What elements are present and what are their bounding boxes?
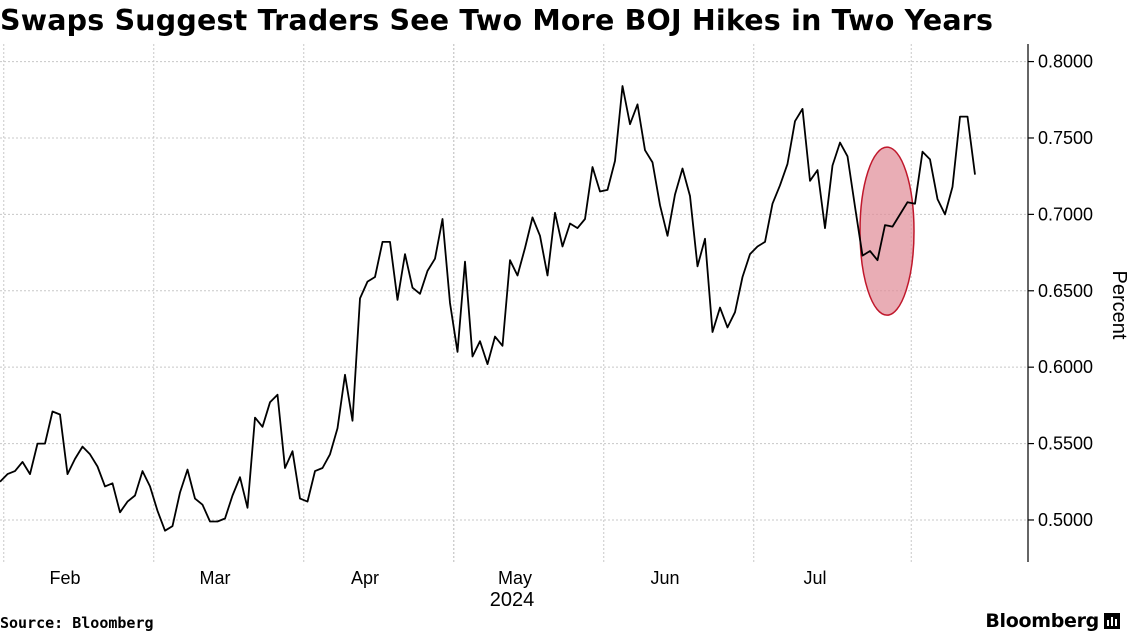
axis-layer — [1027, 44, 1034, 562]
y-tick-label: 0.6500 — [1038, 281, 1093, 301]
chart-title: Swaps Suggest Traders See Two More BOJ H… — [0, 4, 994, 37]
series-line — [0, 85, 976, 532]
source-note: Source: Bloomberg — [0, 614, 154, 632]
y-tick-label: 0.5000 — [1038, 510, 1093, 530]
brand-name: Bloomberg — [985, 610, 1099, 632]
x-tick-label: Jul — [803, 568, 826, 588]
y-axis-title: Percent — [1108, 271, 1130, 340]
line-layer — [0, 85, 976, 532]
x-tick-label: Jun — [650, 568, 679, 588]
y-tick-label: 0.5500 — [1038, 434, 1093, 454]
highlight-layer — [859, 146, 915, 316]
y-tick-label: 0.6000 — [1038, 357, 1093, 377]
bloomberg-terminal-icon — [1104, 613, 1120, 629]
x-tick-label: Apr — [351, 568, 379, 588]
x-tick-label: Mar — [200, 568, 231, 588]
x-tick-label: Feb — [49, 568, 80, 588]
y-tick-label: 0.8000 — [1038, 52, 1093, 72]
brand-logo: Bloomberg — [985, 610, 1120, 632]
x-axis-title: 2024 — [490, 589, 535, 611]
label-layer: 0.5000 0.5500 0.6000 0.6500 0.7000 0.7500 0.80… — [49, 52, 1130, 611]
highlight-ellipse — [859, 146, 915, 316]
y-tick-label: 0.7500 — [1038, 128, 1093, 148]
x-tick-label: May — [498, 568, 532, 588]
y-tick-label: 0.7000 — [1038, 204, 1093, 224]
